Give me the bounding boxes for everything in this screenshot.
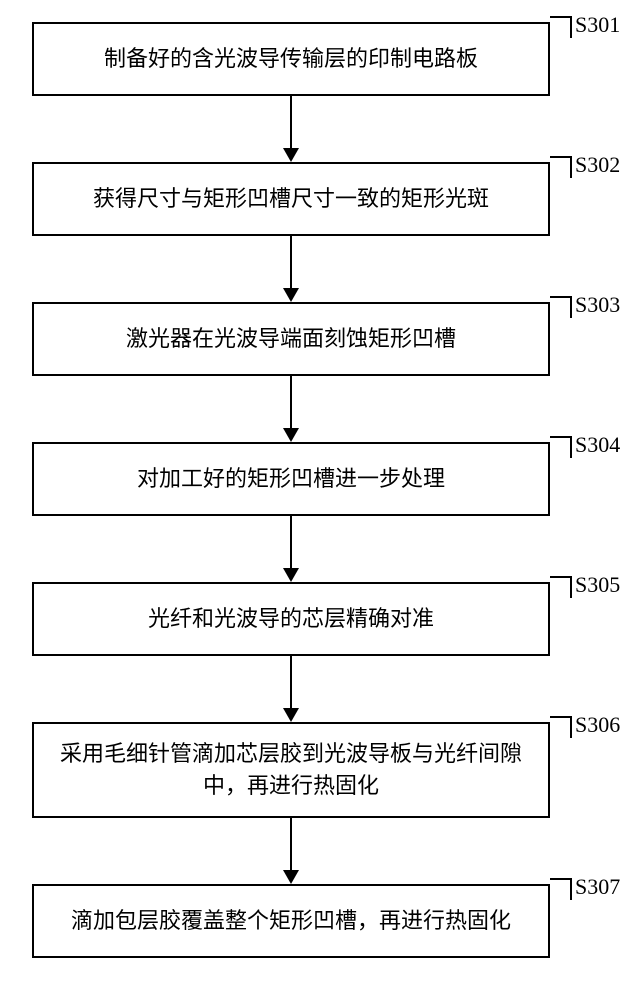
arrow-head <box>283 288 299 302</box>
step-label-s301: S301 <box>575 12 620 38</box>
label-tick <box>550 878 572 900</box>
step-text: 制备好的含光波导传输层的印制电路板 <box>104 43 478 75</box>
step-label-s305: S305 <box>575 572 620 598</box>
step-box-s304: 对加工好的矩形凹槽进一步处理 <box>32 442 550 516</box>
arrow-head <box>283 870 299 884</box>
step-label-s304: S304 <box>575 432 620 458</box>
step-label-s302: S302 <box>575 152 620 178</box>
step-text: 对加工好的矩形凹槽进一步处理 <box>137 463 445 495</box>
step-box-s302: 获得尺寸与矩形凹槽尺寸一致的矩形光斑 <box>32 162 550 236</box>
step-box-s307: 滴加包层胶覆盖整个矩形凹槽，再进行热固化 <box>32 884 550 958</box>
arrow-head <box>283 148 299 162</box>
step-text: 激光器在光波导端面刻蚀矩形凹槽 <box>126 323 456 355</box>
step-label-s307: S307 <box>575 874 620 900</box>
step-text: 采用毛细针管滴加芯层胶到光波导板与光纤间隙中，再进行热固化 <box>46 738 536 802</box>
label-tick <box>550 16 572 38</box>
step-label-s306: S306 <box>575 712 620 738</box>
step-box-s305: 光纤和光波导的芯层精确对准 <box>32 582 550 656</box>
step-label-s303: S303 <box>575 292 620 318</box>
label-tick <box>550 576 572 598</box>
arrow-line <box>290 656 292 708</box>
step-text: 获得尺寸与矩形凹槽尺寸一致的矩形光斑 <box>93 183 489 215</box>
arrow-head <box>283 428 299 442</box>
label-tick <box>550 716 572 738</box>
step-box-s301: 制备好的含光波导传输层的印制电路板 <box>32 22 550 96</box>
flowchart-canvas: 制备好的含光波导传输层的印制电路板 S301 获得尺寸与矩形凹槽尺寸一致的矩形光… <box>0 0 629 1000</box>
step-text: 滴加包层胶覆盖整个矩形凹槽，再进行热固化 <box>71 905 511 937</box>
arrow-head <box>283 568 299 582</box>
arrow-line <box>290 818 292 870</box>
label-tick <box>550 156 572 178</box>
arrow-line <box>290 96 292 148</box>
arrow-head <box>283 708 299 722</box>
arrow-line <box>290 376 292 428</box>
step-text: 光纤和光波导的芯层精确对准 <box>148 603 434 635</box>
step-box-s303: 激光器在光波导端面刻蚀矩形凹槽 <box>32 302 550 376</box>
label-tick <box>550 436 572 458</box>
arrow-line <box>290 516 292 568</box>
label-tick <box>550 296 572 318</box>
arrow-line <box>290 236 292 288</box>
step-box-s306: 采用毛细针管滴加芯层胶到光波导板与光纤间隙中，再进行热固化 <box>32 722 550 818</box>
